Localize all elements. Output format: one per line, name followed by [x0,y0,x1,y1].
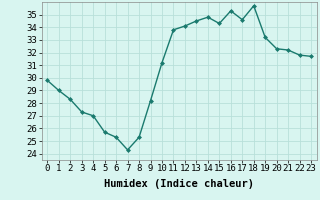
X-axis label: Humidex (Indice chaleur): Humidex (Indice chaleur) [104,179,254,189]
